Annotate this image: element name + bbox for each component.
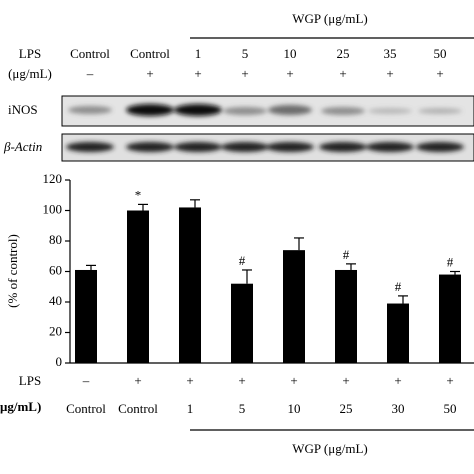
lps-sign: + — [238, 373, 245, 388]
x-tick-label: 5 — [239, 401, 246, 416]
y-tick-label: 120 — [43, 171, 63, 186]
inos-blot — [61, 95, 474, 127]
bar — [283, 250, 305, 363]
lps-sign: + — [241, 66, 248, 81]
lps-sign: – — [82, 373, 90, 388]
y-tick-label: 40 — [49, 293, 62, 308]
bar — [335, 269, 357, 363]
x-tick-label: 50 — [444, 401, 457, 416]
lps-sign: + — [290, 373, 297, 388]
significance-marker: # — [447, 254, 454, 269]
x-tick-label: Control — [118, 401, 158, 416]
column-label: 50 — [434, 46, 447, 61]
bar — [179, 207, 201, 363]
y-tick-label: 60 — [49, 262, 62, 277]
group-label: WGP (μg/mL) — [292, 441, 367, 456]
lps-label: LPS — [19, 373, 41, 388]
column-label: 5 — [242, 46, 249, 61]
row-label: iNOS — [8, 102, 38, 117]
lps-sign: + — [146, 66, 153, 81]
lps-sign: + — [386, 66, 393, 81]
x-tick-label: 30 — [392, 401, 405, 416]
lps-sign: + — [134, 373, 141, 388]
y-tick-label: 20 — [49, 323, 62, 338]
lps-sign: + — [436, 66, 443, 81]
wgp-header: WGP (μg/mL) — [292, 11, 367, 26]
lps-sign: + — [394, 373, 401, 388]
unit-label: (μg/mL) — [8, 66, 52, 81]
bands — [66, 104, 464, 152]
y-axis-label: (% of control) — [5, 234, 20, 308]
significance-marker: * — [135, 187, 142, 202]
significance-marker: # — [395, 279, 402, 294]
y-tick-label: 100 — [43, 201, 63, 216]
bar — [127, 210, 149, 363]
lps-sign: + — [342, 373, 349, 388]
x-tick-label: Control — [66, 401, 106, 416]
bar — [75, 269, 97, 363]
bar — [387, 303, 409, 363]
lps-sign: + — [339, 66, 346, 81]
column-label: 35 — [384, 46, 397, 61]
significance-marker: # — [343, 247, 350, 262]
y-tick-label: 0 — [56, 354, 63, 369]
lps-sign: + — [186, 373, 193, 388]
significance-marker: # — [239, 253, 246, 268]
lps-sign: + — [446, 373, 453, 388]
lps-sign: + — [286, 66, 293, 81]
lps-label: LPS — [19, 46, 41, 61]
lps-sign: – — [86, 66, 94, 81]
y-tick-label: 80 — [49, 232, 62, 247]
column-label: 25 — [337, 46, 350, 61]
x-tick-label: 10 — [288, 401, 301, 416]
bar — [439, 274, 461, 363]
column-label: 1 — [195, 46, 202, 61]
bar — [231, 283, 253, 363]
column-label: 10 — [284, 46, 297, 61]
lps-sign: + — [194, 66, 201, 81]
column-label: Control — [130, 46, 170, 61]
x-tick-label: 1 — [187, 401, 194, 416]
x-tick-label: 25 — [340, 401, 353, 416]
column-label: Control — [70, 46, 110, 61]
row-label: β-Actin — [3, 139, 42, 154]
unit-label: μg/mL) — [0, 399, 41, 414]
